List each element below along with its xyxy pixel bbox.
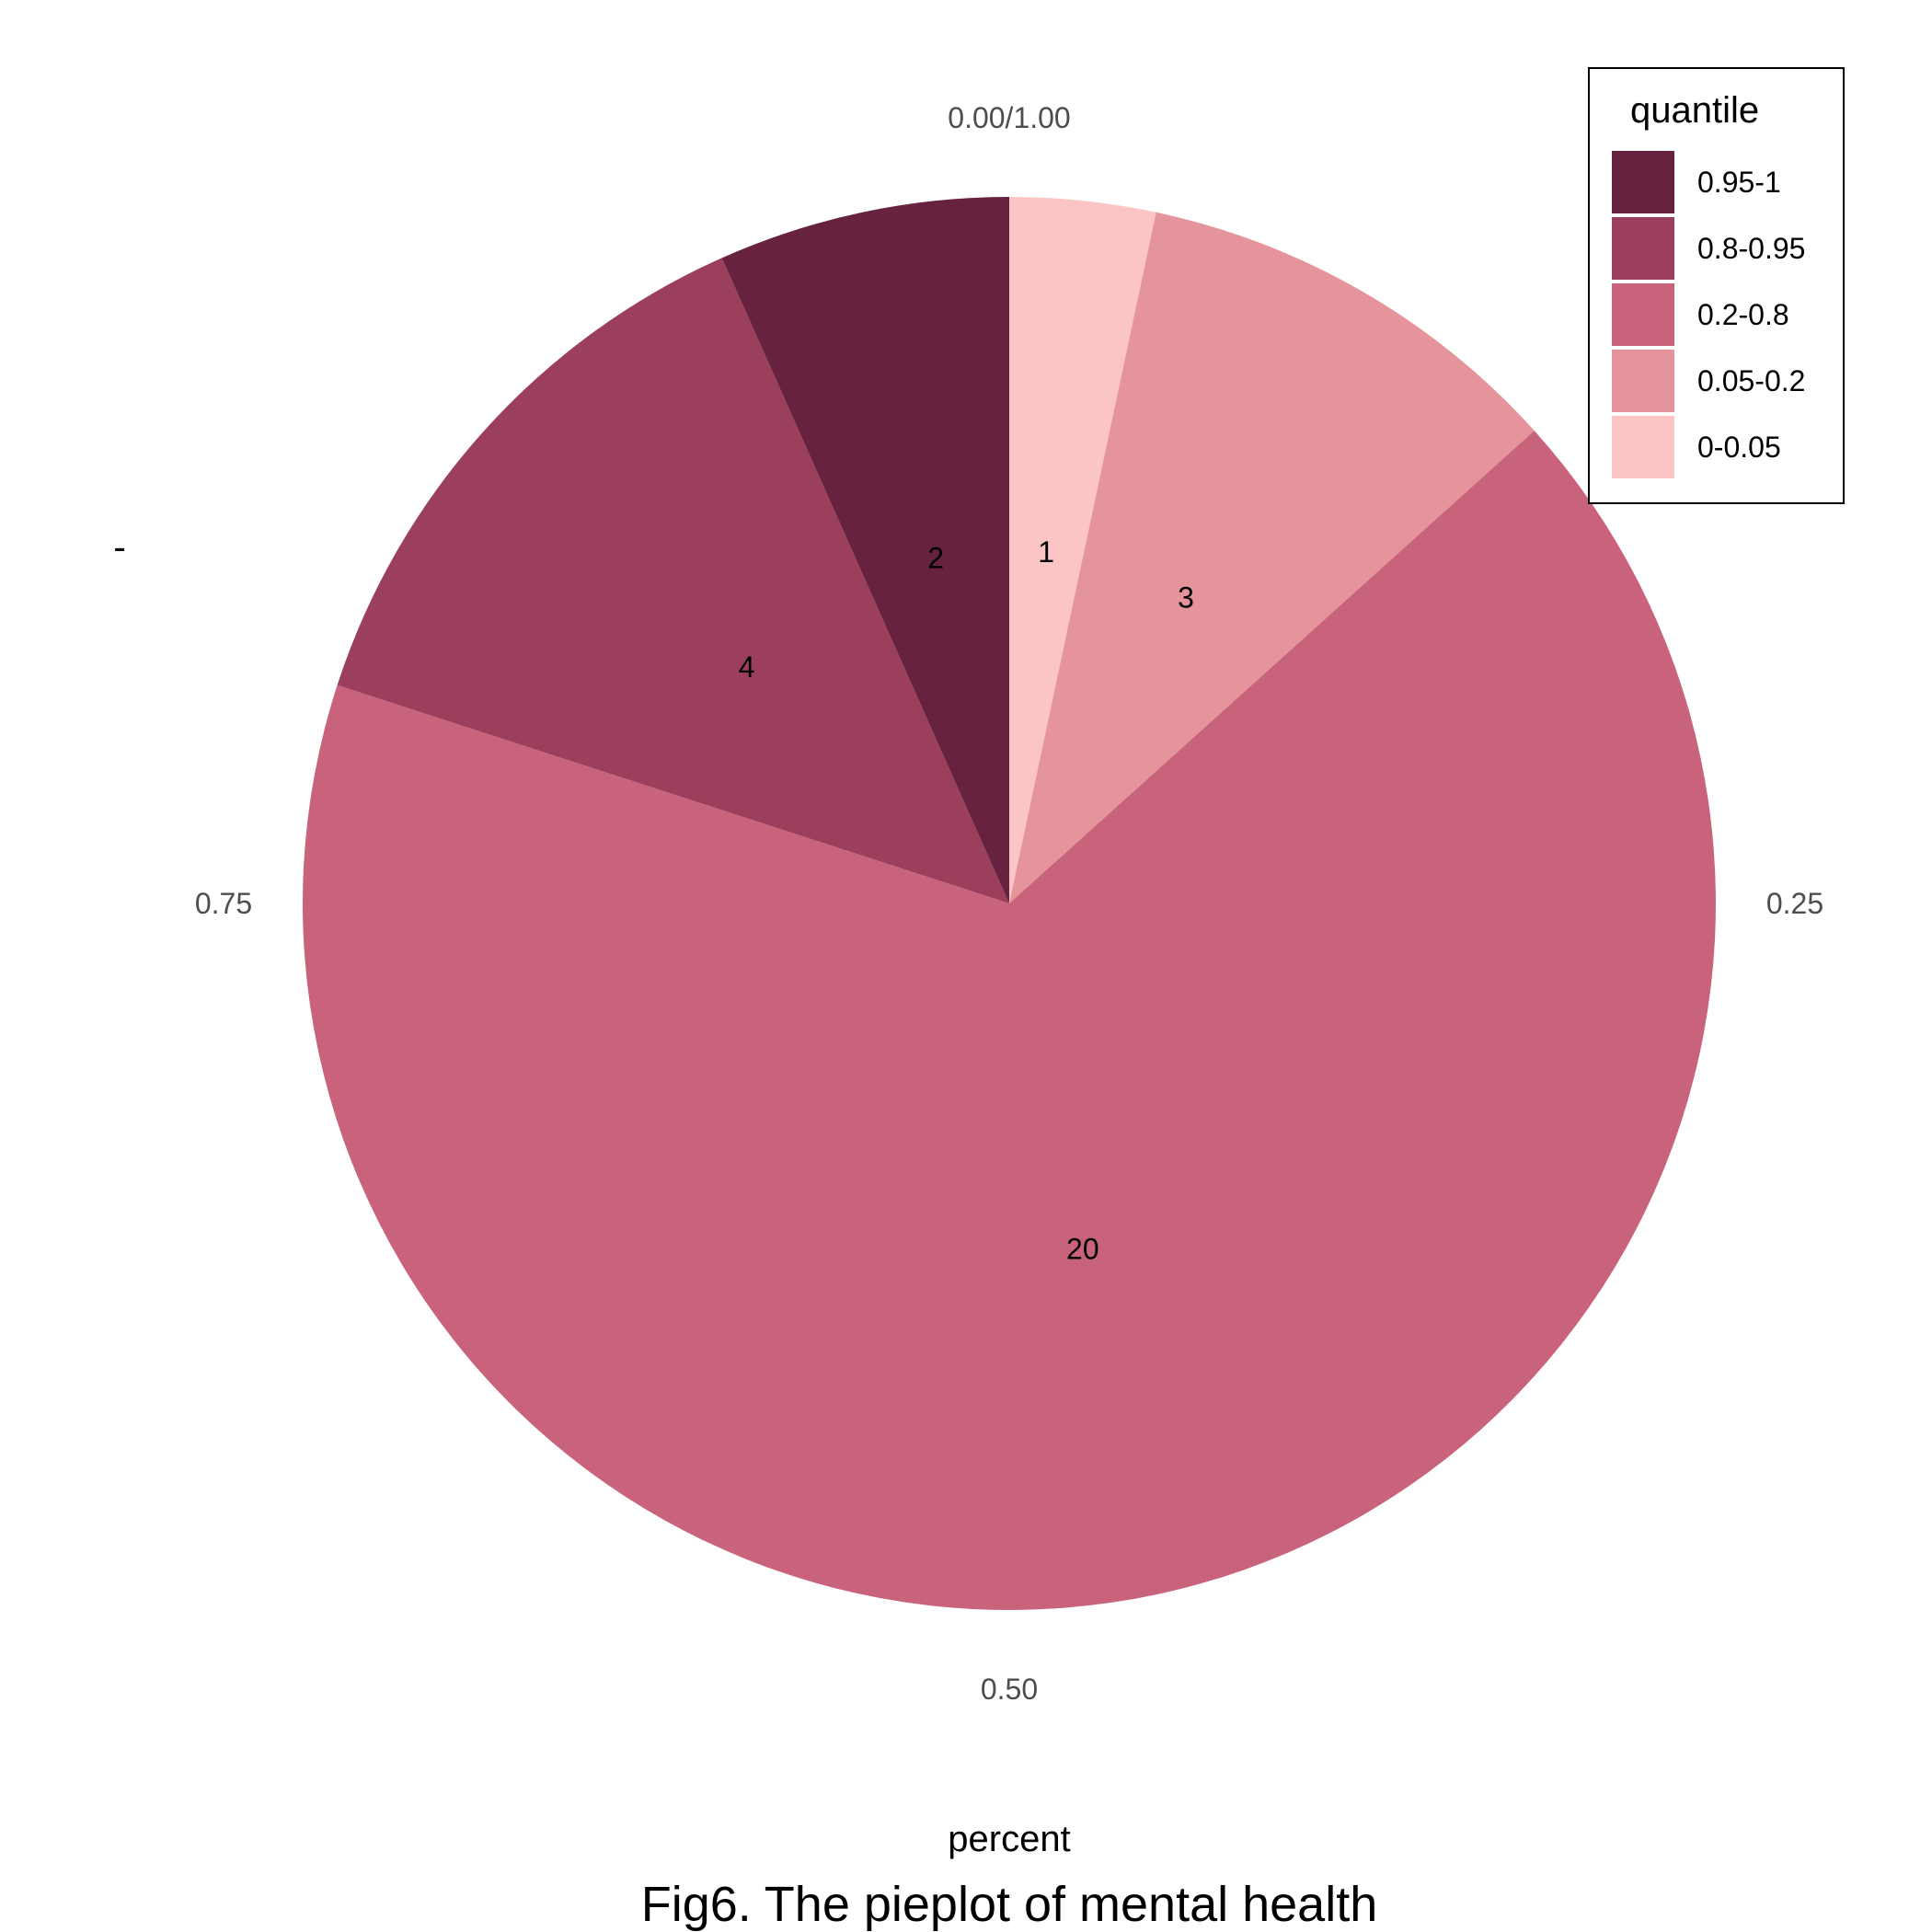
legend: quantile 0.95-1 0.8-0.95 0.2-0.8 0.05-0.2 0-… bbox=[1588, 67, 1845, 504]
legend-swatch bbox=[1612, 350, 1674, 412]
legend-label: 0.8-0.95 bbox=[1697, 232, 1805, 265]
legend-label: 0-0.05 bbox=[1697, 431, 1781, 464]
pie-slice-0.8-0.95 bbox=[337, 258, 1009, 903]
angular-tick-label: 0.75 bbox=[195, 887, 252, 920]
legend-swatch bbox=[1612, 283, 1674, 346]
x-axis-label: percent bbox=[948, 1819, 1070, 1859]
slice-value-label: 3 bbox=[1178, 581, 1194, 614]
legend-label: 0.95-1 bbox=[1697, 166, 1781, 199]
slice-labels: 1 3 20 4 2 bbox=[739, 535, 1194, 1266]
angular-tick-label: 0.50 bbox=[981, 1673, 1038, 1706]
pie-slice-0.2-0.8 bbox=[303, 431, 1716, 1611]
slice-value-label: 4 bbox=[739, 650, 755, 684]
angular-tick-label: 0.25 bbox=[1766, 887, 1823, 920]
angular-tick-labels: 0.00/1.00 0.25 0.50 0.75 bbox=[195, 101, 1823, 1706]
legend-label: 0.2-0.8 bbox=[1697, 298, 1789, 331]
pie-slice-0-0.05 bbox=[1009, 197, 1156, 903]
slice-value-label: 2 bbox=[927, 541, 944, 574]
y-axis-label: - bbox=[113, 527, 125, 568]
chart-caption: Fig6. The pieplot of mental health bbox=[641, 1877, 1378, 1932]
pie-slice-0.05-0.2 bbox=[1009, 212, 1535, 903]
legend-swatch bbox=[1612, 217, 1674, 280]
slice-value-label: 20 bbox=[1066, 1233, 1099, 1266]
legend-swatch bbox=[1612, 151, 1674, 213]
legend-title: quantile bbox=[1630, 90, 1759, 131]
angular-tick-label: 0.00/1.00 bbox=[948, 101, 1070, 134]
pie-slice-0.95-1 bbox=[721, 197, 1009, 903]
legend-swatch bbox=[1612, 416, 1674, 478]
legend-items: 0.95-1 0.8-0.95 0.2-0.8 0.05-0.2 0-0.05 bbox=[1612, 151, 1805, 478]
pie-slices bbox=[303, 197, 1716, 1611]
legend-label: 0.05-0.2 bbox=[1697, 364, 1805, 397]
slice-value-label: 1 bbox=[1038, 535, 1054, 569]
